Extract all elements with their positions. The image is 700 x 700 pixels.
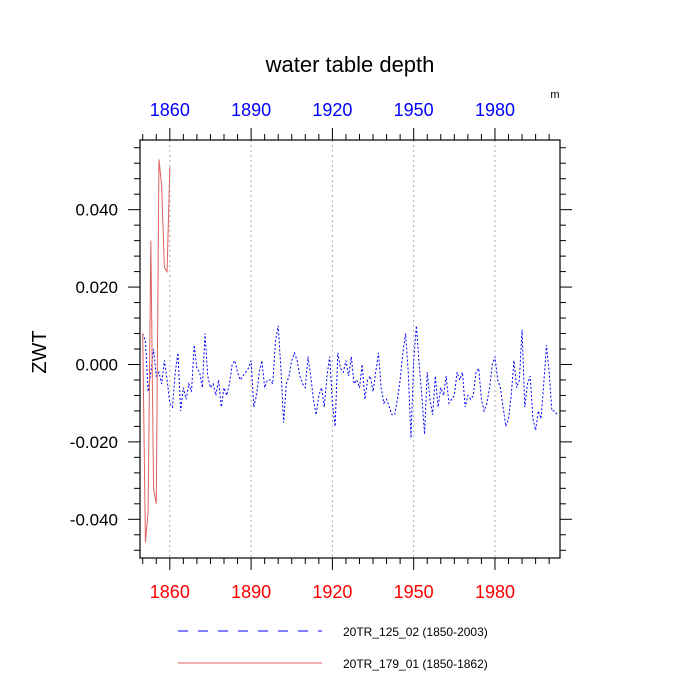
tick-layer: [128, 128, 572, 570]
legend-label-1: 20TR_125_02 (1850-2003): [343, 625, 488, 639]
x-tick-label-bottom-1920: 1920: [312, 582, 352, 602]
chart-title: water table depth: [265, 52, 435, 77]
x-tick-label-bottom-1890: 1890: [231, 582, 271, 602]
x-tick-label-top-1980: 1980: [475, 100, 515, 120]
x-tick-label-top-1890: 1890: [231, 100, 271, 120]
plot-frame: [139, 139, 561, 559]
y-tick-label: 0.000: [75, 355, 118, 374]
x-tick-label-top-1860: 1860: [150, 100, 190, 120]
series-layer: [142, 159, 558, 543]
x-tick-label-bottom-1860: 1860: [150, 582, 190, 602]
legend: 20TR_125_02 (1850-2003) 20TR_179_01 (1850…: [178, 625, 488, 671]
x-tick-label-bottom-1950: 1950: [394, 582, 434, 602]
y-axis-label: ZWT: [29, 330, 51, 373]
x-tick-label-top-1920: 1920: [312, 100, 352, 120]
series-line-2: [142, 159, 171, 543]
units-label: m: [550, 89, 559, 101]
tick-label-layer: 1860 1860 1890 1890 1920 1920 1950 1950 1980 1980…: [70, 100, 515, 602]
legend-label-2: 20TR_179_01 (1850-1862): [343, 657, 488, 671]
y-tick-label: 0.020: [75, 278, 118, 297]
y-tick-label: -0.040: [70, 510, 118, 529]
x-tick-label-top-1950: 1950: [394, 100, 434, 120]
y-tick-label: 0.040: [75, 201, 118, 220]
x-tick-label-bottom-1980: 1980: [475, 582, 515, 602]
grid-layer: [169, 140, 496, 558]
y-tick-label: -0.020: [70, 433, 118, 452]
series-line-1: [142, 325, 558, 439]
